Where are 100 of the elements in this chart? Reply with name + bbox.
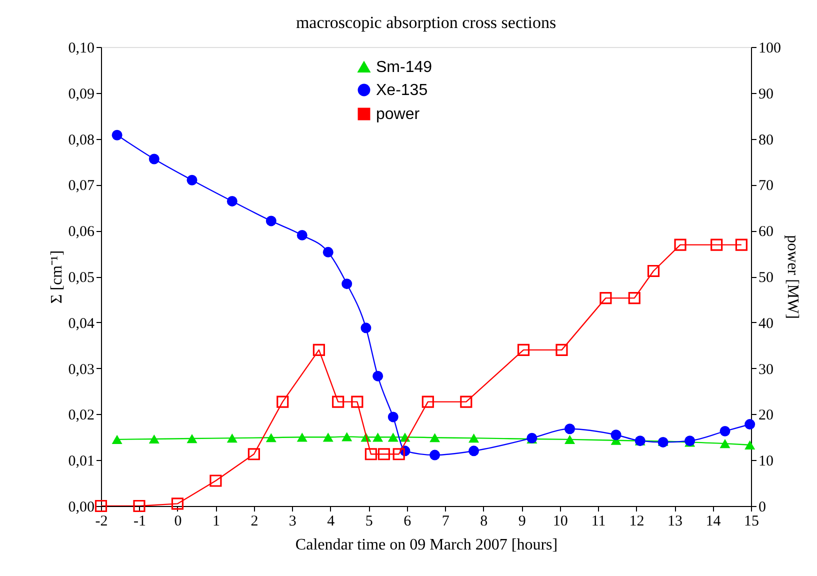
point xyxy=(468,446,480,456)
point xyxy=(422,396,434,408)
point xyxy=(610,430,622,440)
point xyxy=(266,433,276,442)
point xyxy=(186,174,198,186)
point xyxy=(94,500,108,512)
point xyxy=(735,238,748,251)
y-tick-label: 0,08 xyxy=(68,132,94,148)
x-tick-label: 4 xyxy=(327,514,336,530)
point xyxy=(171,498,184,510)
y2-tick-label: 90 xyxy=(758,86,774,102)
y-tick-label: 0,07 xyxy=(68,178,95,194)
y2-tick-label: 50 xyxy=(758,270,774,286)
point xyxy=(564,424,576,434)
y-tick-label: 0,05 xyxy=(68,270,94,286)
point xyxy=(248,448,260,460)
point xyxy=(360,322,372,334)
x-tick-label: -2 xyxy=(95,514,108,530)
x-tick-label: 15 xyxy=(744,514,759,530)
point xyxy=(468,434,480,443)
point xyxy=(148,154,160,164)
point xyxy=(148,434,160,444)
x-tick-label: 1 xyxy=(212,514,220,530)
y2-tick-label: 80 xyxy=(758,132,774,148)
y2-tick-label: 20 xyxy=(758,408,774,424)
point xyxy=(744,419,756,430)
point xyxy=(364,448,377,460)
y2-tick-label: 100 xyxy=(758,40,781,56)
point xyxy=(674,238,686,251)
x-tick-label: 3 xyxy=(288,514,296,530)
y-tick-label: 0,10 xyxy=(68,40,94,56)
point xyxy=(710,238,723,251)
point xyxy=(720,439,730,448)
x-tick-label: 5 xyxy=(365,514,373,530)
chart-title: macroscopic absorption cross sections xyxy=(296,13,556,32)
point xyxy=(322,246,334,258)
point xyxy=(388,432,398,442)
point xyxy=(600,292,612,304)
y2-tick-label: 0 xyxy=(758,500,766,516)
point xyxy=(186,434,198,444)
y2-tick-label: 40 xyxy=(758,316,774,332)
point xyxy=(744,440,756,450)
x-tick-label: 7 xyxy=(442,514,450,530)
x-tick-label: 0 xyxy=(174,514,182,530)
y2-tick-label: 10 xyxy=(758,454,774,470)
point xyxy=(332,396,344,408)
point xyxy=(133,500,146,512)
x-tick-label: 9 xyxy=(518,514,526,530)
y-tick-label: 0,00 xyxy=(68,500,94,516)
y-axis-title: Σ [cm⁻¹] xyxy=(48,250,66,304)
x-tick-label: 10 xyxy=(552,514,568,530)
point xyxy=(517,344,530,356)
point xyxy=(296,432,308,442)
point xyxy=(430,450,440,460)
x-axis-title: Calendar time on 09 March 2007 [hours] xyxy=(295,536,558,554)
y-tick-label: 0,06 xyxy=(68,224,95,240)
point xyxy=(112,130,122,140)
point xyxy=(372,432,384,442)
y2-tick-label: 70 xyxy=(758,178,774,194)
y2-tick-label: 60 xyxy=(758,224,774,240)
point xyxy=(226,196,238,206)
x-tick-label: 14 xyxy=(706,514,722,530)
point xyxy=(388,412,398,422)
y-tick-label: 0,01 xyxy=(68,454,94,470)
y-tick-label: 0,02 xyxy=(68,408,94,424)
y-tick-label: 0,04 xyxy=(68,316,95,332)
point xyxy=(342,278,352,290)
point xyxy=(342,432,352,442)
point xyxy=(720,426,730,436)
point xyxy=(372,370,384,382)
y-tick-label: 0,09 xyxy=(68,86,94,102)
point xyxy=(322,432,334,442)
y-tick-label: 0,03 xyxy=(68,362,94,378)
point xyxy=(351,396,364,408)
point xyxy=(378,448,390,460)
point xyxy=(266,216,276,226)
point xyxy=(564,434,576,444)
point xyxy=(460,396,472,408)
x-tick-label: 2 xyxy=(250,514,258,530)
y2-axis-title: power [MW] xyxy=(784,235,801,319)
point xyxy=(210,474,222,487)
x-tick-label: -1 xyxy=(133,514,146,530)
x-tick-label: 6 xyxy=(404,514,412,530)
point xyxy=(112,434,122,444)
point xyxy=(312,344,325,356)
point xyxy=(276,396,289,408)
x-tick-label: 12 xyxy=(629,514,644,530)
y2-tick-label: 30 xyxy=(758,362,774,378)
legend-label: Sm-149 xyxy=(376,59,432,76)
point xyxy=(647,264,660,278)
point xyxy=(296,230,308,240)
point xyxy=(430,433,440,442)
x-tick-label: 13 xyxy=(668,514,683,530)
x-tick-label: 8 xyxy=(480,514,488,530)
legend-label: Xe-135 xyxy=(376,82,428,99)
point xyxy=(628,292,640,304)
point xyxy=(392,448,405,460)
legend-label: power xyxy=(376,106,420,123)
point xyxy=(556,344,568,356)
x-tick-label: 11 xyxy=(591,514,606,530)
